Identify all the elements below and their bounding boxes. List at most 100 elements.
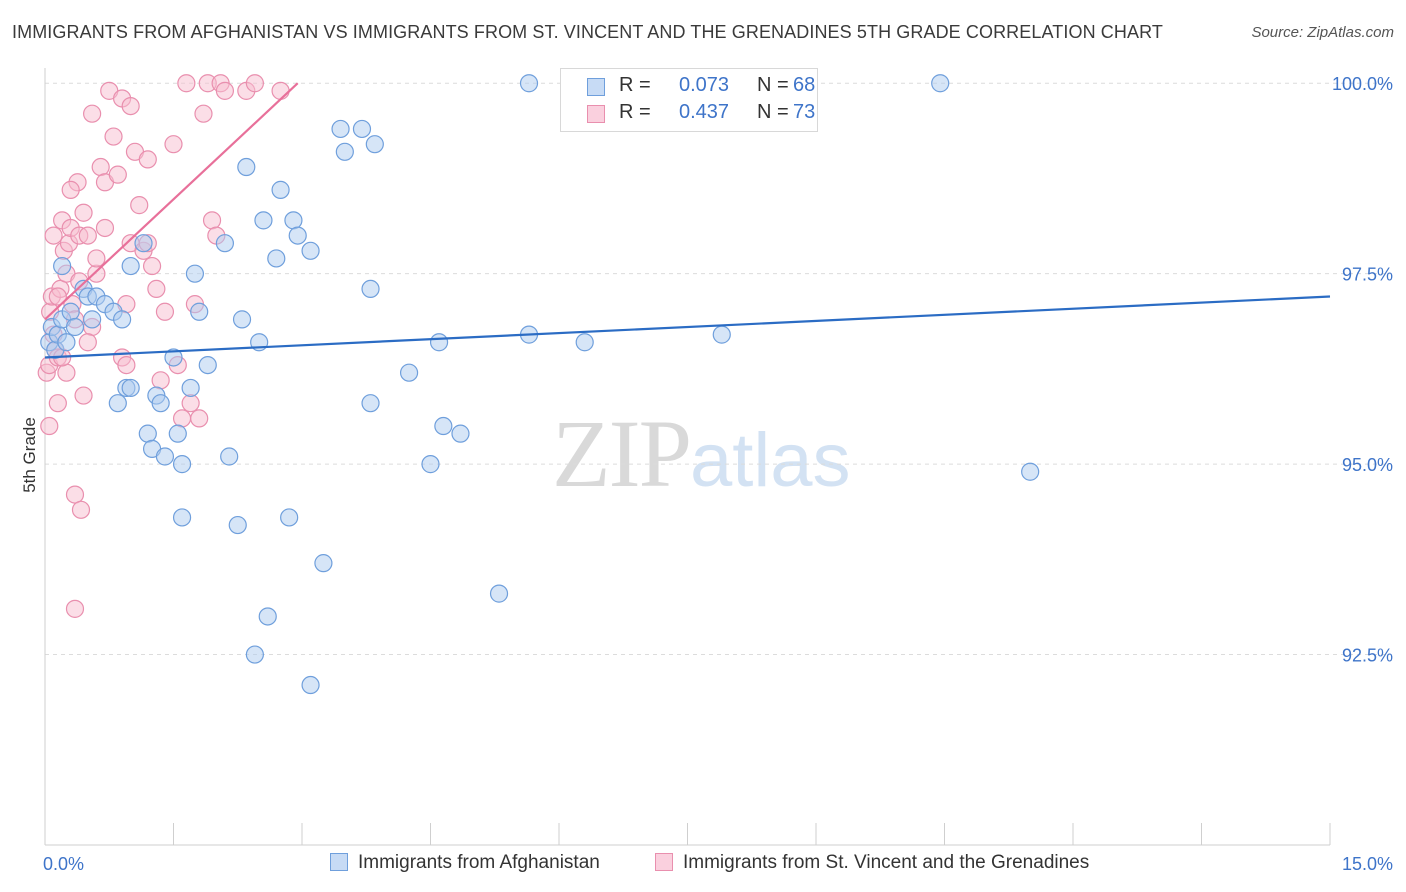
data-point-afghanistan	[112, 310, 132, 329]
legend-swatch-blue	[587, 78, 605, 96]
data-point-afghanistan	[429, 333, 449, 352]
trend-line-afghanistan	[44, 295, 1331, 359]
trend-line-st-vincent	[44, 82, 299, 321]
data-point-st-vincent	[215, 81, 234, 100]
data-point-st-vincent	[142, 256, 162, 276]
y-axis-label: 5th Grade	[20, 417, 39, 493]
data-point-st-vincent	[172, 409, 192, 428]
data-point-afghanistan	[172, 508, 192, 527]
legend-swatch-pink	[587, 105, 605, 123]
data-point-afghanistan	[237, 157, 256, 177]
data-point-st-vincent	[74, 386, 93, 405]
data-point-afghanistan	[181, 378, 200, 398]
watermark-atlas: atlas	[690, 418, 851, 503]
data-point-afghanistan	[138, 424, 157, 443]
legend-n-value: 73	[793, 101, 816, 123]
x-tick-label: 0.0%	[43, 854, 84, 874]
series-blue-points	[40, 74, 1040, 695]
data-point-afghanistan	[301, 241, 320, 260]
data-point-afghanistan	[254, 211, 273, 230]
y-tick-label: 100.0%	[1332, 74, 1393, 94]
data-point-afghanistan	[280, 508, 299, 527]
data-point-st-vincent	[44, 226, 63, 245]
data-point-afghanistan	[53, 256, 72, 276]
data-point-afghanistan	[168, 424, 187, 443]
data-point-st-vincent	[74, 203, 93, 222]
data-point-afghanistan	[365, 135, 384, 154]
data-point-afghanistan	[284, 211, 303, 230]
data-point-st-vincent	[155, 302, 175, 321]
data-point-st-vincent	[87, 264, 106, 283]
data-point-afghanistan	[451, 424, 470, 443]
data-point-st-vincent	[57, 363, 76, 382]
legend-r-value: 0.073	[679, 74, 730, 96]
data-point-st-vincent	[194, 104, 213, 123]
data-point-afghanistan	[185, 264, 205, 283]
data-point-st-vincent	[202, 211, 222, 230]
data-point-afghanistan	[65, 317, 85, 337]
data-point-afghanistan	[151, 394, 170, 413]
data-point-afghanistan	[164, 348, 183, 367]
y-tick-label: 97.5%	[1342, 265, 1393, 285]
data-point-afghanistan	[931, 74, 950, 93]
bottom-legend-afghanistan: Immigrants from Afghanistan	[330, 852, 600, 874]
data-point-st-vincent	[245, 74, 264, 93]
data-point-afghanistan	[215, 234, 234, 253]
watermark: ZIPatlas	[552, 398, 851, 509]
data-point-st-vincent	[121, 96, 140, 116]
data-point-afghanistan	[190, 302, 209, 321]
bottom-legend-swatch-pink	[655, 853, 673, 871]
data-point-afghanistan	[245, 645, 264, 664]
data-point-st-vincent	[95, 218, 115, 238]
data-point-afghanistan	[361, 394, 380, 413]
data-point-afghanistan	[1021, 462, 1040, 481]
data-point-afghanistan	[121, 256, 140, 276]
data-point-afghanistan	[434, 416, 453, 436]
data-point-afghanistan	[361, 279, 380, 299]
data-point-afghanistan	[198, 355, 217, 375]
data-point-st-vincent	[65, 485, 85, 504]
data-point-afghanistan	[352, 119, 372, 139]
data-point-afghanistan	[121, 378, 140, 398]
y-tick-labels: 92.5% 95.0% 97.5% 100.0%	[1332, 74, 1393, 665]
y-tick-label: 95.0%	[1342, 455, 1393, 475]
bottom-legend-st-vincent: Immigrants from St. Vincent and the Gren…	[655, 852, 1089, 874]
data-point-st-vincent	[190, 409, 209, 428]
data-point-st-vincent	[151, 371, 170, 390]
data-point-st-vincent	[78, 333, 97, 352]
data-point-st-vincent	[104, 127, 123, 146]
data-point-afghanistan	[258, 607, 277, 626]
data-point-st-vincent	[147, 279, 166, 299]
legend-n-label: N =	[757, 74, 789, 96]
data-point-afghanistan	[399, 363, 419, 382]
data-point-afghanistan	[172, 455, 192, 474]
bottom-legend-label: Immigrants from Afghanistan	[358, 852, 600, 873]
data-point-afghanistan	[228, 515, 247, 535]
data-point-st-vincent	[48, 394, 67, 413]
data-point-st-vincent	[65, 599, 85, 618]
data-point-st-vincent	[117, 355, 136, 375]
data-point-afghanistan	[575, 333, 594, 352]
data-point-afghanistan	[271, 180, 290, 199]
data-point-st-vincent	[78, 226, 97, 245]
data-point-afghanistan	[712, 325, 731, 344]
data-point-afghanistan	[331, 119, 350, 139]
data-point-st-vincent	[71, 500, 91, 519]
data-point-afghanistan	[489, 584, 509, 603]
x-tick-labels: 0.0% 15.0%	[43, 854, 1393, 874]
bottom-legend-label: Immigrants from St. Vincent and the Gren…	[683, 852, 1090, 873]
data-point-afghanistan	[220, 447, 239, 466]
data-point-afghanistan	[108, 394, 127, 413]
data-point-afghanistan	[335, 142, 354, 161]
data-point-afghanistan	[288, 226, 307, 245]
data-point-afghanistan	[421, 455, 440, 474]
chart-title: IMMIGRANTS FROM AFGHANISTAN VS IMMIGRANT…	[12, 22, 1163, 42]
data-point-st-vincent	[177, 74, 196, 93]
watermark-zip: ZIP	[552, 400, 692, 507]
data-point-st-vincent	[91, 157, 110, 177]
data-point-st-vincent	[181, 394, 200, 413]
data-point-afghanistan	[519, 74, 539, 93]
data-point-afghanistan	[314, 554, 333, 573]
data-point-afghanistan	[301, 675, 320, 695]
data-point-afghanistan	[155, 447, 175, 466]
